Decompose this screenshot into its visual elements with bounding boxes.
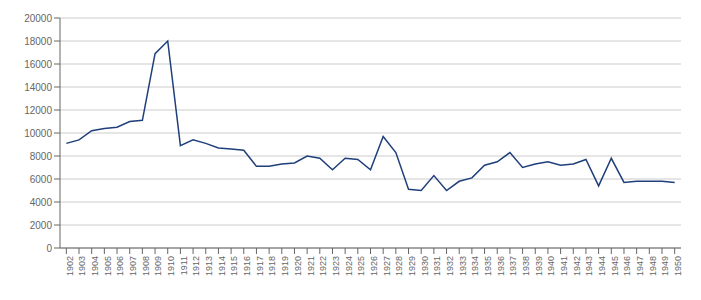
svg-text:1928: 1928: [394, 256, 404, 276]
svg-text:1945: 1945: [610, 256, 620, 276]
svg-text:1925: 1925: [356, 256, 366, 276]
svg-text:1935: 1935: [483, 256, 493, 276]
svg-text:1915: 1915: [229, 256, 239, 276]
svg-text:1916: 1916: [242, 256, 252, 276]
svg-text:1921: 1921: [306, 256, 316, 276]
svg-text:18000: 18000: [24, 36, 52, 47]
svg-text:1942: 1942: [572, 256, 582, 276]
svg-text:1944: 1944: [597, 256, 607, 276]
svg-text:14000: 14000: [24, 82, 52, 93]
svg-text:1917: 1917: [255, 256, 265, 276]
svg-text:0: 0: [46, 243, 52, 254]
svg-text:1949: 1949: [660, 256, 670, 276]
svg-text:1910: 1910: [166, 256, 176, 276]
svg-text:1912: 1912: [191, 256, 201, 276]
svg-text:1934: 1934: [470, 256, 480, 276]
svg-text:6000: 6000: [30, 174, 53, 185]
svg-text:12000: 12000: [24, 105, 52, 116]
svg-text:1918: 1918: [268, 256, 278, 276]
svg-text:20000: 20000: [24, 13, 52, 24]
svg-text:1902: 1902: [65, 256, 75, 276]
svg-text:1926: 1926: [369, 256, 379, 276]
svg-text:1932: 1932: [445, 256, 455, 276]
svg-text:1940: 1940: [546, 256, 556, 276]
svg-text:4000: 4000: [30, 197, 53, 208]
svg-text:1905: 1905: [103, 256, 113, 276]
svg-text:1903: 1903: [77, 256, 87, 276]
svg-text:1920: 1920: [293, 256, 303, 276]
svg-text:1946: 1946: [622, 256, 632, 276]
svg-text:1948: 1948: [648, 256, 658, 276]
svg-text:1927: 1927: [382, 256, 392, 276]
svg-text:1930: 1930: [420, 256, 430, 276]
svg-text:1908: 1908: [141, 256, 151, 276]
svg-text:1924: 1924: [344, 256, 354, 276]
svg-text:1929: 1929: [407, 256, 417, 276]
svg-text:2000: 2000: [30, 220, 53, 231]
svg-text:1923: 1923: [331, 256, 341, 276]
svg-text:1950: 1950: [673, 256, 683, 276]
svg-text:1919: 1919: [280, 256, 290, 276]
svg-text:16000: 16000: [24, 59, 52, 70]
svg-text:8000: 8000: [30, 151, 53, 162]
svg-text:1936: 1936: [496, 256, 506, 276]
svg-text:1911: 1911: [179, 256, 189, 275]
svg-text:1931: 1931: [432, 256, 442, 276]
svg-text:1922: 1922: [318, 256, 328, 276]
svg-text:1938: 1938: [521, 256, 531, 276]
svg-text:1947: 1947: [635, 256, 645, 276]
svg-text:1914: 1914: [217, 256, 227, 276]
svg-text:10000: 10000: [24, 128, 52, 139]
svg-text:1933: 1933: [458, 256, 468, 276]
svg-text:1937: 1937: [508, 256, 518, 276]
svg-text:1906: 1906: [115, 256, 125, 276]
svg-text:1939: 1939: [534, 256, 544, 276]
svg-text:1909: 1909: [153, 256, 163, 276]
svg-text:1904: 1904: [90, 256, 100, 276]
svg-text:1943: 1943: [584, 256, 594, 276]
svg-text:1913: 1913: [204, 256, 214, 276]
svg-text:1941: 1941: [559, 256, 569, 276]
svg-text:1907: 1907: [128, 256, 138, 276]
